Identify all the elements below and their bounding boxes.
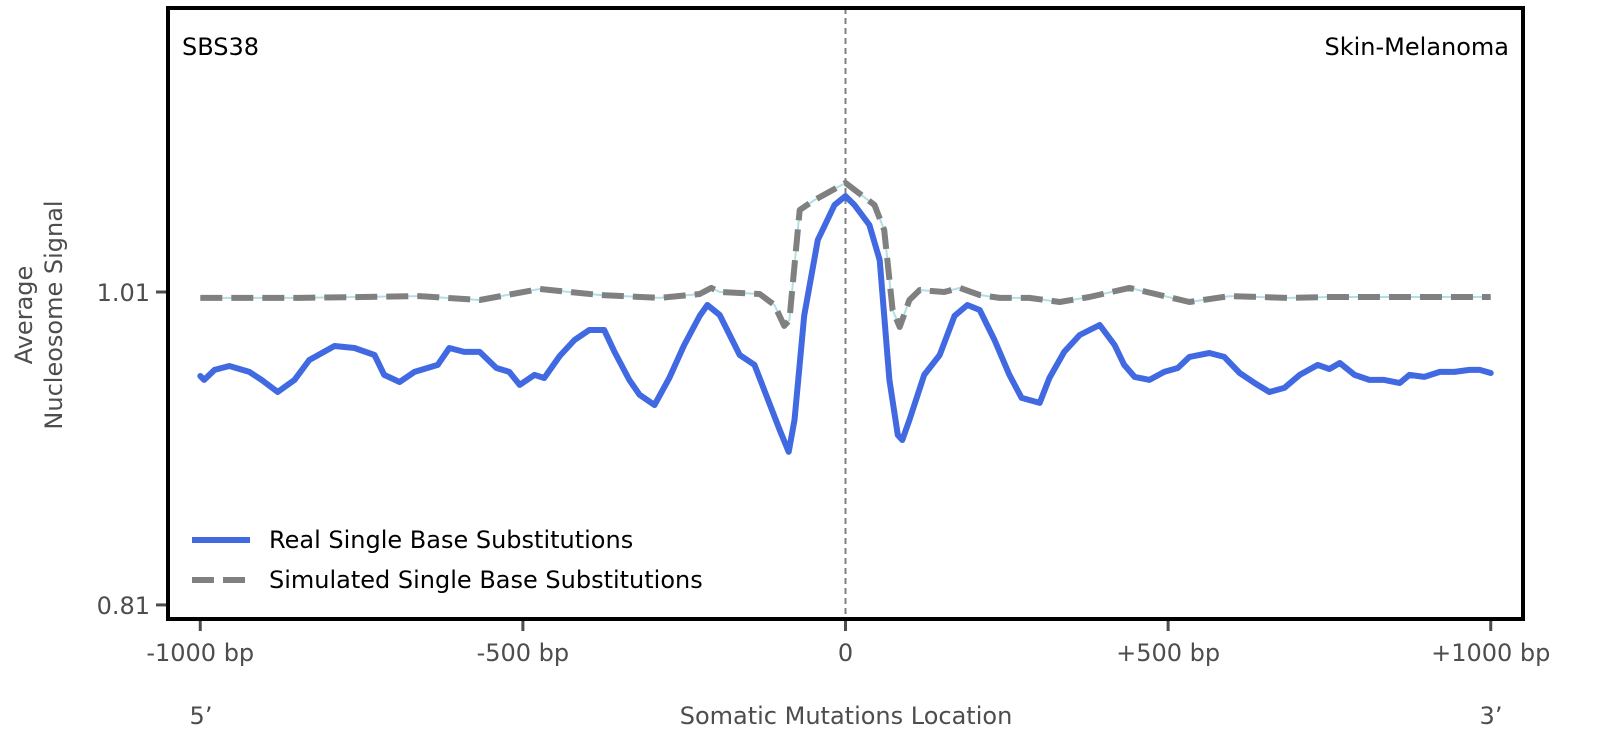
- x-tick-label: +1000 bp: [1431, 639, 1550, 667]
- cancer-type-label: Skin-Melanoma: [1325, 33, 1510, 61]
- legend-label-simulated: Simulated Single Base Substitutions: [269, 566, 703, 594]
- series-layer: [197, 179, 1494, 455]
- y-tick-label: 1.01: [97, 279, 150, 307]
- five-prime-label: 5’: [190, 702, 213, 730]
- x-tick-label: +500 bp: [1116, 639, 1220, 667]
- legend-label-real: Real Single Base Substitutions: [269, 526, 633, 554]
- legend: Real Single Base Substitutions Simulated…: [192, 526, 703, 594]
- x-tick-label: -1000 bp: [146, 639, 254, 667]
- x-tick-label: -500 bp: [477, 639, 570, 667]
- plot-frame: [166, 6, 1525, 621]
- y-axis-label-line1: Average: [10, 266, 38, 365]
- x-axis-label: Somatic Mutations Location: [680, 702, 1013, 730]
- real-series-line: [197, 193, 1494, 455]
- x-tick-label: 0: [838, 639, 853, 667]
- simulated-series-underlay: [200, 181, 1491, 330]
- y-axis-label-line2: Nucleosome Signal: [40, 200, 68, 429]
- axis-ticks: -1000 bp -500 bp 0 +500 bp +1000 bp 1.01 0.81: [97, 279, 1551, 667]
- three-prime-label: 3’: [1480, 702, 1503, 730]
- signature-label: SBS38: [182, 33, 259, 61]
- y-tick-label: 0.81: [97, 592, 150, 620]
- simulated-series-line: [200, 179, 1491, 330]
